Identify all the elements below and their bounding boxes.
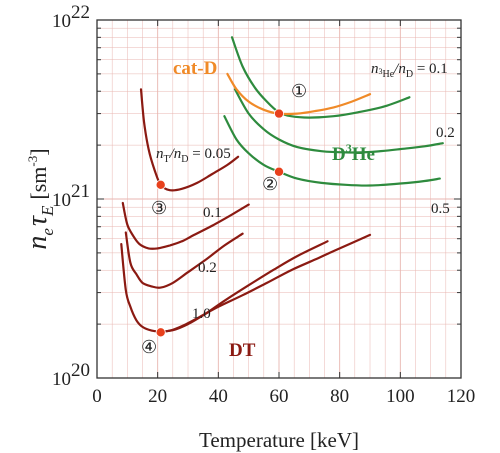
annotation-nt-nd: nT/nD = 0.05 (156, 146, 231, 165)
x-tick-label: 40 (209, 386, 228, 407)
curve-catd (226, 72, 372, 116)
x-tick-label: 20 (148, 386, 167, 407)
nhe-sub-3: 3 (379, 67, 383, 76)
curve-dt (156, 233, 372, 334)
nt-mid: /n (169, 146, 182, 162)
nt-n: n (156, 146, 164, 162)
circle-num-1: ① (291, 81, 307, 102)
label-dhe-0-2: 0.2 (436, 125, 455, 141)
axis-ticks (96, 20, 462, 379)
d3he-sup: 3 (346, 141, 352, 155)
annotation-nhe-nd: n3He/nD = 0.1 (371, 61, 448, 80)
y-tick-label: 10 (52, 190, 71, 211)
curve-dt (139, 88, 240, 192)
grid-lines (97, 20, 461, 378)
label-dt-0-2: 0.2 (198, 260, 217, 276)
ignition-marker (273, 166, 284, 177)
curve-dhe3 (233, 88, 444, 154)
y-title-sub-E: E (38, 205, 57, 217)
y-tick-label-exp: 20 (71, 360, 90, 381)
label-dt-1-0: 1.0 (192, 306, 211, 322)
x-tick-label: 120 (447, 386, 476, 407)
nhe-sub-d: D (406, 69, 413, 80)
x-tick-label: 80 (330, 386, 349, 407)
curve-dt (121, 201, 250, 250)
circle-num-2: ② (262, 174, 278, 195)
nhe-mid: /n (393, 61, 406, 77)
label-d3he: D3He (332, 141, 375, 165)
nt-sub-d: D (181, 154, 188, 165)
ignition-marker (273, 108, 284, 119)
nhe-val: = 0.1 (413, 61, 448, 77)
y-title-unit-close: ] (26, 148, 51, 155)
y-axis-title: neτE [sm-3] (22, 148, 57, 249)
ignition-marker (155, 179, 166, 190)
y-title-sub-e: e (38, 228, 57, 236)
nt-val: = 0.05 (189, 146, 231, 162)
markers (155, 108, 284, 338)
y-tick-label-exp: 22 (71, 2, 90, 23)
y-tick-label-exp: 21 (71, 181, 90, 202)
circle-num-3: ③ (151, 198, 167, 219)
d3he-he: He (352, 144, 375, 165)
label-dt-0-1: 0.1 (203, 205, 222, 221)
curve-dhe3 (223, 115, 441, 187)
nt-sub-t: T (164, 154, 170, 165)
y-title-unit-exp: -3 (25, 156, 40, 167)
y-tick-label: 10 (52, 11, 71, 32)
x-axis-title: Temperature [keV] (199, 428, 359, 452)
y-title-n: n (22, 236, 53, 250)
curve-dhe3 (230, 36, 411, 119)
nhe-sub-he: He (383, 69, 395, 80)
d3he-d: D (332, 144, 346, 165)
y-tick-label: 10 (52, 369, 71, 390)
label-dt: DT (229, 340, 256, 361)
x-tick-label: 100 (386, 386, 415, 407)
circle-num-4: ④ (141, 337, 157, 358)
label-dhe-0-5: 0.5 (431, 201, 450, 217)
y-title-unit: [sm (26, 167, 51, 200)
curve-dt (124, 231, 244, 289)
label-cat-d: cat-D (173, 58, 217, 79)
x-tick-label: 0 (92, 386, 102, 407)
ignition-marker (155, 327, 166, 338)
y-title-tau: τ (22, 215, 53, 226)
x-tick-label: 60 (270, 386, 289, 407)
nhe-n: n (371, 61, 379, 77)
curves (120, 36, 444, 334)
